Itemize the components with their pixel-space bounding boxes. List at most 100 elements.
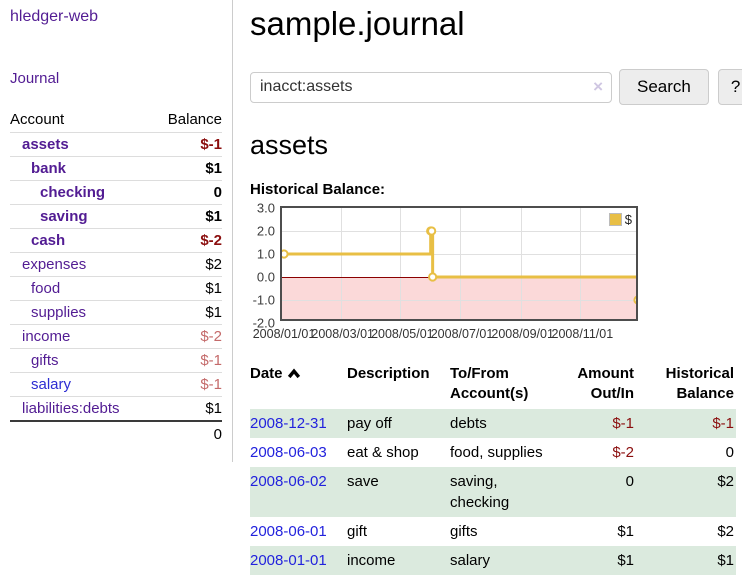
register-amount-cell: $1 bbox=[617, 551, 634, 569]
grid-line bbox=[282, 254, 636, 255]
register-row: 2008-06-01 gift gifts $1 $2 bbox=[250, 517, 736, 546]
clear-search-icon[interactable]: × bbox=[593, 76, 603, 96]
register-description-cell: gift bbox=[347, 522, 368, 540]
register-description-cell: income bbox=[347, 551, 396, 569]
account-link[interactable]: supplies bbox=[31, 304, 87, 321]
account-row: assets $-1 bbox=[10, 132, 222, 157]
register-header-amount: Amount Out/In bbox=[577, 365, 634, 403]
accounts-table: Account Balance assets $-1 bank $1 checking 0… bbox=[10, 108, 222, 446]
account-row: saving $1 bbox=[10, 204, 222, 229]
y-tick-label: -2.0 bbox=[252, 315, 275, 331]
grid-line bbox=[340, 208, 342, 319]
chart-title: Historical Balance: bbox=[250, 181, 386, 198]
register-balance-cell: $2 bbox=[717, 522, 734, 540]
x-tick-label: 2008/09/01 bbox=[491, 327, 554, 341]
account-balance: $-1 bbox=[151, 132, 222, 157]
account-row: food $1 bbox=[10, 276, 222, 301]
nav-journal-link[interactable]: Journal bbox=[10, 70, 60, 87]
register-header-historical: Historical Balance bbox=[665, 365, 734, 403]
search-box: × bbox=[250, 71, 612, 103]
account-balance: $1 bbox=[151, 396, 222, 422]
transaction-date-link[interactable]: 2008-06-02 bbox=[250, 472, 327, 490]
register-header-description: Description bbox=[347, 365, 430, 382]
account-row: liabilities:debts $1 bbox=[10, 396, 222, 422]
account-link[interactable]: bank bbox=[31, 160, 67, 177]
search-form: × Search ? bbox=[250, 69, 742, 105]
account-balance: 0 bbox=[151, 180, 222, 205]
y-tick-label: 2.0 bbox=[256, 223, 275, 239]
account-row: income $-2 bbox=[10, 324, 222, 349]
register-table: Date Description To/From Account(s) Amount Ou… bbox=[250, 362, 736, 575]
help-button[interactable]: ? bbox=[717, 69, 742, 105]
account-link[interactable]: income bbox=[22, 328, 71, 345]
chart-y-axis-labels: 3.0 2.0 1.0 0.0 -1.0 -2.0 bbox=[250, 201, 280, 331]
register-date-cell: 2008-06-02 bbox=[250, 467, 347, 517]
register-header-date[interactable]: Date bbox=[250, 362, 347, 409]
register-accounts-cell: gifts bbox=[450, 522, 478, 540]
x-tick-label: 2008/01/01 bbox=[252, 327, 316, 341]
chart-plot-area: $ bbox=[280, 206, 638, 321]
register-date-cell: 2008-01-01 bbox=[250, 546, 347, 575]
sort-ascending-icon bbox=[287, 365, 301, 385]
register-date-cell: 2008-06-01 bbox=[250, 517, 347, 546]
y-tick-label: 1.0 bbox=[256, 246, 275, 262]
register-amount-cell: 0 bbox=[625, 472, 634, 490]
balance-step-line bbox=[282, 226, 636, 305]
register-accounts-cell: salary bbox=[450, 551, 491, 569]
account-row: supplies $1 bbox=[10, 300, 222, 325]
x-tick-label: 2008/05/01 bbox=[371, 327, 434, 341]
account-balance: $1 bbox=[151, 276, 222, 301]
x-tick-label: 2008/11/01 bbox=[551, 327, 614, 341]
chart-x-axis-labels: 2008/01/01 2008/03/01 2008/05/01 2008/07/01… bbox=[253, 327, 644, 345]
account-row: expenses $2 bbox=[10, 252, 222, 277]
data-point-marker bbox=[428, 272, 438, 282]
chart-legend: $ bbox=[608, 212, 632, 227]
x-tick-label: 2008/07/01 bbox=[430, 327, 494, 341]
account-link[interactable]: checking bbox=[40, 184, 106, 201]
legend-label: $ bbox=[624, 212, 632, 227]
accounts-header-balance: Balance bbox=[151, 108, 222, 133]
register-accounts-cell: debts bbox=[450, 414, 487, 432]
account-balance: $2 bbox=[151, 252, 222, 277]
register-amount-cell: $-1 bbox=[612, 414, 634, 432]
account-link[interactable]: liabilities:debts bbox=[22, 400, 120, 417]
account-balance: $1 bbox=[151, 156, 222, 181]
transaction-date-link[interactable]: 2008-06-03 bbox=[250, 443, 327, 461]
grid-line bbox=[282, 300, 636, 301]
grid-line bbox=[282, 231, 636, 232]
register-row: 2008-12-31 pay off debts $-1 $-1 bbox=[250, 408, 736, 438]
transaction-date-link[interactable]: 2008-06-01 bbox=[250, 522, 327, 540]
account-link[interactable]: cash bbox=[31, 232, 66, 249]
data-point-marker bbox=[633, 295, 636, 305]
data-point-marker bbox=[427, 226, 437, 236]
account-row: checking 0 bbox=[10, 180, 222, 205]
search-button[interactable]: Search bbox=[619, 69, 709, 105]
transaction-date-link[interactable]: 2008-12-31 bbox=[250, 414, 327, 432]
register-description-cell: eat & shop bbox=[347, 443, 419, 461]
main-content: sample.journal × Search ? assets Histori… bbox=[233, 0, 742, 575]
register-row: 2008-06-03 eat & shop food, supplies $-2 0 bbox=[250, 438, 736, 467]
account-link[interactable]: expenses bbox=[22, 256, 87, 273]
account-link[interactable]: assets bbox=[22, 136, 69, 153]
account-link[interactable]: food bbox=[31, 280, 61, 297]
account-link[interactable]: salary bbox=[31, 376, 72, 393]
register-balance-cell: $2 bbox=[717, 472, 734, 490]
account-link[interactable]: gifts bbox=[31, 352, 59, 369]
account-balance: $1 bbox=[151, 300, 222, 325]
sidebar: hledger-web Journal Account Balance asse… bbox=[0, 0, 233, 462]
accounts-total-row: 0 bbox=[10, 420, 222, 446]
account-row: cash $-2 bbox=[10, 228, 222, 253]
account-heading: assets bbox=[250, 130, 329, 160]
account-balance: $-1 bbox=[151, 372, 222, 397]
transaction-date-link[interactable]: 2008-01-01 bbox=[250, 551, 327, 569]
account-link[interactable]: saving bbox=[40, 208, 88, 225]
search-input[interactable] bbox=[250, 71, 612, 103]
accounts-total-balance: 0 bbox=[151, 420, 222, 446]
account-balance: $-2 bbox=[151, 324, 222, 349]
grid-line bbox=[520, 208, 522, 319]
register-row: 2008-06-02 save saving, checking 0 $2 bbox=[250, 466, 736, 517]
y-tick-label: -1.0 bbox=[252, 292, 275, 308]
register-balance-cell: $1 bbox=[717, 551, 734, 569]
app-title-link[interactable]: hledger-web bbox=[10, 8, 99, 25]
historical-balance-chart: 3.0 2.0 1.0 0.0 -1.0 -2.0 $ 2008/01/01 2008/03… bbox=[250, 201, 742, 345]
